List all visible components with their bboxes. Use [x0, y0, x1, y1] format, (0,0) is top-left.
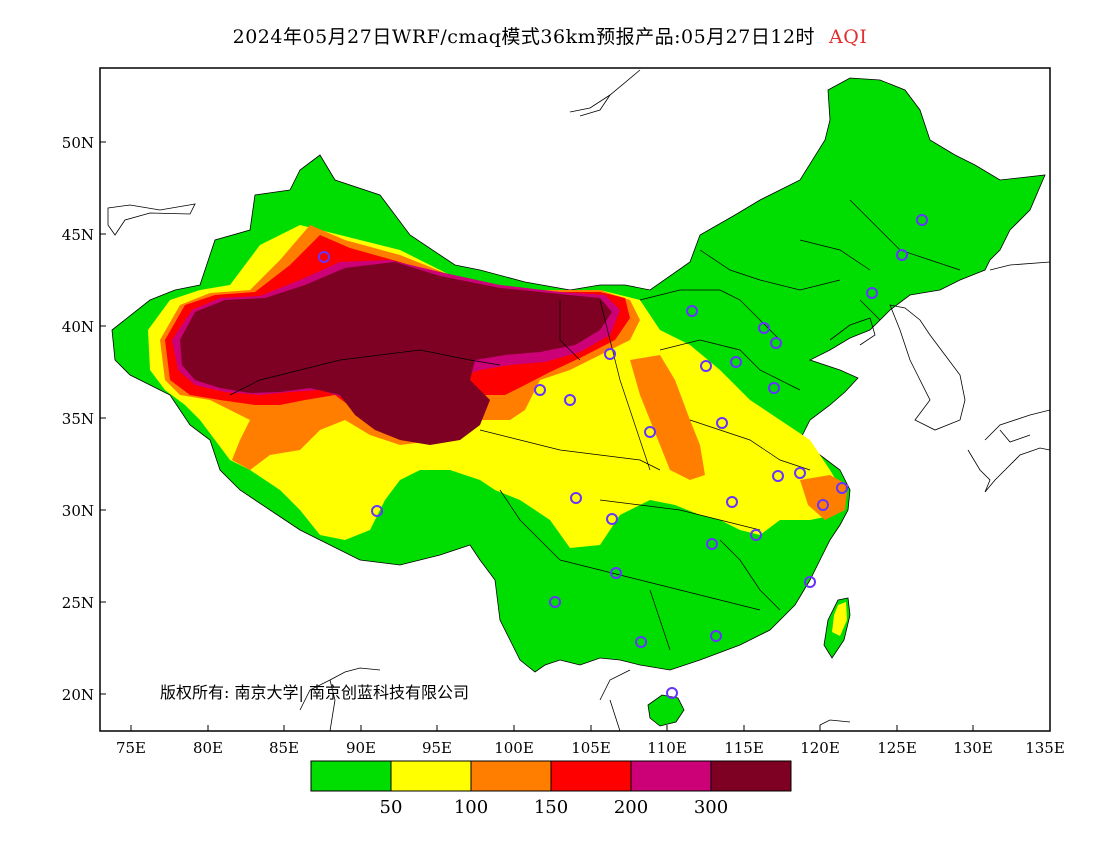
aqi-region-orange-central [630, 355, 705, 480]
lat-label: 20N [62, 686, 94, 704]
aqi-region-maroon [180, 262, 612, 445]
circle-icon [318, 251, 330, 263]
lon-label: 135E [1025, 739, 1065, 757]
lat-label: 25N [62, 594, 94, 612]
lat-label: 50N [62, 134, 94, 152]
neighbor-outlines [107, 69, 1050, 731]
circle-icon [866, 287, 878, 299]
lon-label: 90E [346, 739, 376, 757]
circle-icon [710, 630, 722, 642]
circle-icon [772, 470, 784, 482]
colorbar-labels: 50 100 150 200 300 [380, 797, 729, 818]
lat-label: 40N [62, 318, 94, 336]
colorbar-swatch-red [550, 760, 632, 792]
colorbar-label: 300 [694, 797, 728, 818]
lon-label: 125E [877, 739, 917, 757]
lat-label: 35N [62, 410, 94, 428]
title-variable: AQI [829, 26, 868, 48]
lon-label: 110E [647, 739, 687, 757]
map-title: 2024年05月27日WRF/cmaq模式36km预报产品:05月27日12时 A… [0, 22, 1100, 49]
lon-label: 115E [724, 739, 764, 757]
circle-icon [570, 492, 582, 504]
circle-icon [750, 529, 762, 541]
circle-icon [549, 596, 561, 608]
map-content: 版权所有: 南京大学| 南京创蓝科技有限公司 [107, 69, 1050, 731]
colorbar-swatch-maroon [710, 760, 792, 792]
circle-icon [896, 249, 908, 261]
circle-icon [644, 426, 656, 438]
circle-icon [534, 384, 546, 396]
colorbar-label: 50 [380, 797, 403, 818]
lat-labels: 50N 45N 40N 35N 30N 25N 20N [62, 134, 94, 704]
lon-label: 95E [422, 739, 452, 757]
lon-label: 105E [571, 739, 611, 757]
hainan-island [647, 694, 685, 727]
city-markers [318, 214, 928, 699]
lat-label: 45N [62, 226, 94, 244]
circle-icon [726, 496, 738, 508]
circle-icon [916, 214, 928, 226]
circle-icon [716, 417, 728, 429]
lon-label: 75E [116, 739, 146, 757]
circle-icon [610, 567, 622, 579]
colorbar [310, 760, 792, 792]
copyright-text: 版权所有: 南京大学| 南京创蓝科技有限公司 [160, 683, 469, 702]
circle-icon [604, 348, 616, 360]
aqi-region-orange-east [800, 475, 848, 520]
lat-ticks [100, 141, 106, 695]
lon-ticks [130, 725, 1051, 731]
lon-label: 120E [800, 739, 840, 757]
taiwan-yellow [832, 602, 847, 636]
circle-icon [768, 382, 780, 394]
circle-icon [804, 576, 816, 588]
circle-icon [564, 394, 576, 406]
lon-label: 100E [494, 739, 534, 757]
colorbar-label: 200 [614, 797, 648, 818]
circle-icon [700, 360, 712, 372]
lon-label: 80E [193, 739, 223, 757]
colorbar-swatch-orange [470, 760, 552, 792]
lat-label: 30N [62, 502, 94, 520]
circle-icon [794, 467, 806, 479]
lon-labels: 75E 80E 85E 90E 95E 100E 105E 110E 115E … [116, 739, 1065, 757]
circle-icon [758, 322, 770, 334]
title-main: 2024年05月27日WRF/cmaq模式36km预报产品:05月27日12时 [232, 26, 816, 48]
colorbar-swatch-yellow [390, 760, 472, 792]
colorbar-label: 100 [454, 797, 488, 818]
circle-icon [666, 687, 678, 699]
lon-label: 85E [269, 739, 299, 757]
circle-icon [770, 337, 782, 349]
circle-icon [606, 513, 618, 525]
circle-icon [817, 499, 829, 511]
circle-icon [730, 356, 742, 368]
circle-icon [686, 305, 698, 317]
colorbar-swatch-green [310, 760, 392, 792]
colorbar-swatch-purple [630, 760, 712, 792]
circle-icon [371, 505, 383, 517]
circle-icon [836, 482, 848, 494]
colorbar-label: 150 [534, 797, 568, 818]
circle-icon [706, 538, 718, 550]
lon-label: 130E [953, 739, 993, 757]
circle-icon [635, 636, 647, 648]
